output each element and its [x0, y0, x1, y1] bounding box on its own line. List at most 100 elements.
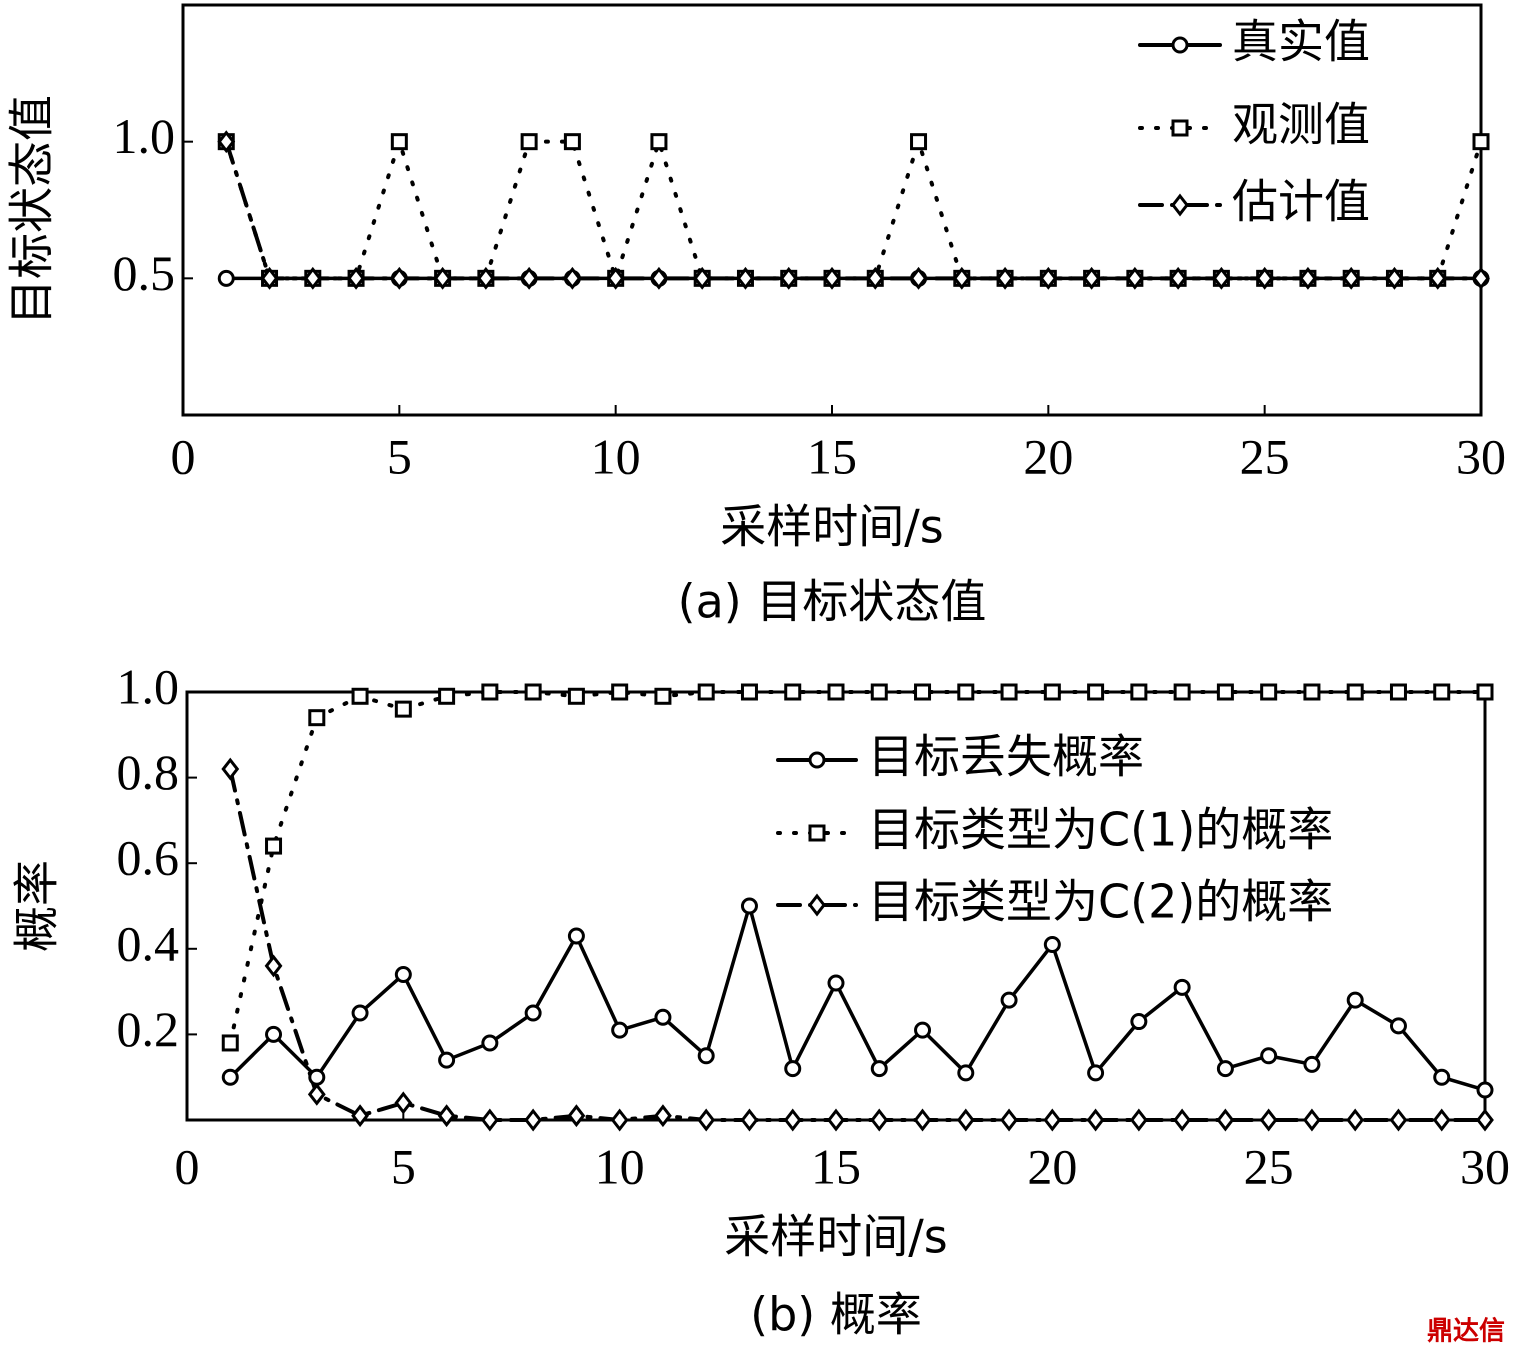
- marker: [1472, 133, 1490, 151]
- marker: [957, 683, 975, 701]
- y-tick-label: 1.0: [117, 658, 180, 714]
- marker: [870, 683, 888, 701]
- marker: [1173, 978, 1191, 996]
- marker: [221, 1068, 239, 1086]
- marker: [697, 1108, 716, 1132]
- marker: [1385, 266, 1404, 290]
- marker: [952, 266, 971, 290]
- marker: [740, 897, 758, 915]
- legend-label: 目标丢失概率: [868, 730, 1144, 784]
- marker: [650, 266, 668, 290]
- legend-marker: [808, 751, 826, 769]
- marker: [914, 1021, 932, 1039]
- y-axis-label: 概率: [10, 860, 64, 952]
- marker: [1000, 1108, 1018, 1132]
- marker: [697, 683, 715, 701]
- marker: [221, 1034, 239, 1052]
- x-tick-label: 0: [171, 428, 196, 484]
- marker: [264, 954, 283, 978]
- x-tick-label: 10: [595, 1138, 645, 1194]
- marker: [1260, 683, 1278, 701]
- marker: [784, 683, 802, 701]
- marker: [1043, 936, 1061, 954]
- legend-label: 目标类型为C(1)的概率: [868, 803, 1333, 857]
- x-tick-label: 5: [391, 1138, 416, 1194]
- marker: [611, 683, 629, 701]
- marker: [740, 683, 758, 701]
- marker: [308, 709, 326, 727]
- marker: [1212, 266, 1231, 290]
- marker: [303, 266, 322, 290]
- marker: [390, 133, 408, 151]
- marker: [438, 687, 456, 705]
- y-tick-label: 0.2: [117, 1001, 180, 1057]
- marker: [1476, 1081, 1494, 1099]
- marker: [1125, 266, 1144, 290]
- marker: [433, 266, 452, 290]
- marker: [996, 266, 1014, 290]
- y-tick-label: 0.5: [113, 245, 176, 301]
- marker: [1129, 1108, 1148, 1132]
- marker: [437, 1104, 456, 1128]
- marker: [870, 1108, 889, 1132]
- marker: [438, 1051, 456, 1069]
- legend-marker: [1171, 119, 1189, 137]
- marker: [1433, 683, 1451, 701]
- marker: [524, 1108, 543, 1132]
- marker: [1216, 683, 1234, 701]
- marker: [1303, 1055, 1321, 1073]
- x-tick-label: 25: [1244, 1138, 1294, 1194]
- x-tick-label: 30: [1460, 1138, 1510, 1194]
- marker: [481, 1034, 499, 1052]
- marker: [914, 683, 932, 701]
- marker: [1472, 266, 1490, 290]
- caption: (b) 概率: [750, 1288, 922, 1342]
- marker: [783, 1108, 802, 1132]
- marker: [827, 683, 845, 701]
- marker: [1130, 683, 1148, 701]
- marker: [520, 266, 539, 290]
- marker: [524, 683, 542, 701]
- marker: [1216, 1108, 1235, 1132]
- legend-marker: [1171, 193, 1189, 217]
- marker: [1087, 683, 1105, 701]
- marker: [394, 965, 412, 983]
- marker: [1259, 1108, 1278, 1132]
- marker: [1389, 683, 1407, 701]
- marker: [610, 1108, 629, 1132]
- y-tick-label: 0.8: [117, 744, 180, 800]
- marker: [870, 1060, 888, 1078]
- marker: [1476, 1108, 1494, 1132]
- marker: [265, 837, 283, 855]
- marker: [784, 1060, 802, 1078]
- marker: [606, 266, 625, 290]
- marker: [308, 1068, 326, 1086]
- marker: [221, 757, 240, 781]
- marker: [1433, 1068, 1451, 1086]
- marker: [1087, 1064, 1105, 1082]
- marker: [827, 974, 845, 992]
- marker: [524, 1004, 542, 1022]
- marker: [1389, 1017, 1407, 1035]
- legend-label: 目标类型为C(2)的概率: [868, 875, 1333, 929]
- marker: [654, 1104, 672, 1128]
- marker: [693, 266, 712, 290]
- marker: [217, 130, 236, 154]
- x-tick-label: 20: [1023, 428, 1073, 484]
- y-tick-label: 0.6: [117, 830, 180, 886]
- y-axis-label: 目标状态值: [5, 95, 59, 325]
- legend-label: 估计值: [1232, 175, 1370, 229]
- x-tick-label: 15: [807, 428, 857, 484]
- marker: [351, 1104, 369, 1128]
- marker: [779, 266, 798, 290]
- marker: [1173, 1108, 1192, 1132]
- marker: [1303, 683, 1321, 701]
- marker: [823, 266, 841, 290]
- series-line: [228, 899, 1487, 1092]
- marker: [611, 1021, 629, 1039]
- marker: [697, 1047, 715, 1065]
- legend-label: 真实值: [1232, 15, 1370, 69]
- watermark: 鼎达信: [1427, 1317, 1505, 1347]
- marker: [736, 266, 755, 290]
